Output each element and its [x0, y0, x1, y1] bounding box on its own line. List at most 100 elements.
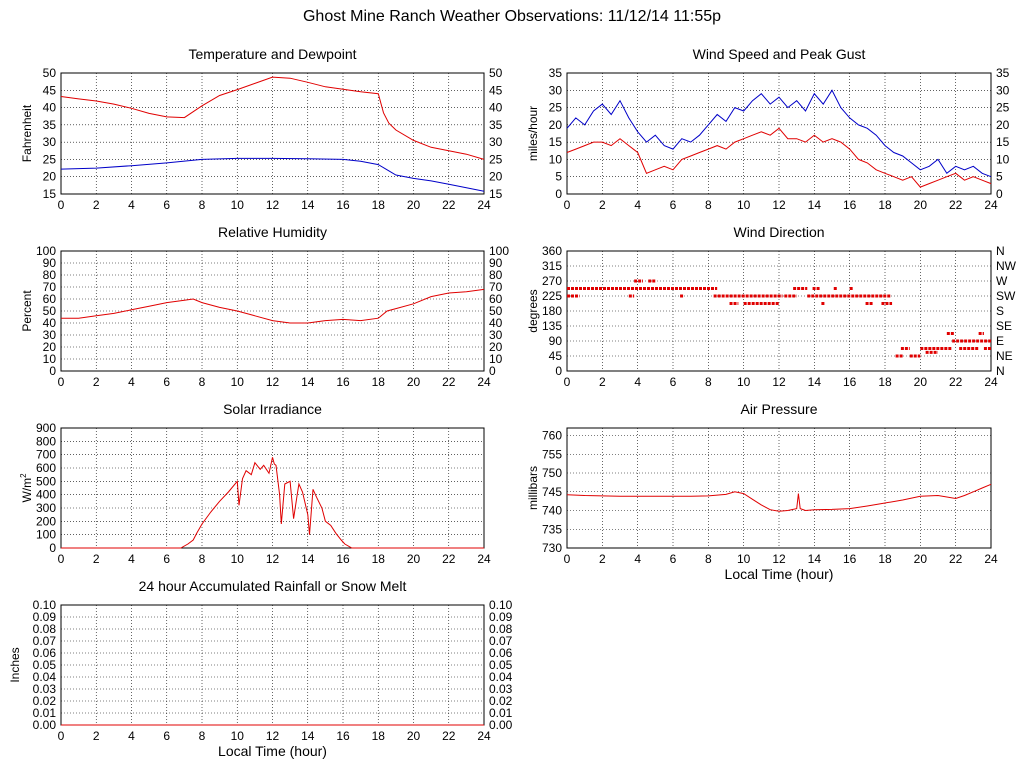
x-tick-label: 24	[984, 198, 998, 212]
y-tick-label: 750	[542, 466, 562, 480]
x-tick-label: 2	[599, 552, 606, 566]
page-title: Ghost Mine Ranch Weather Observations: 1…	[302, 8, 722, 25]
y-tick-label: 0.00	[33, 718, 57, 732]
x-tick-label: 2	[93, 198, 100, 212]
x-tick-label: 24	[477, 198, 491, 212]
right-tick-label: 0	[996, 187, 1003, 201]
x-tick-label: 14	[808, 552, 822, 566]
right-tick-label: 0.05	[489, 658, 513, 672]
x-tick-label: 10	[737, 375, 751, 389]
y-tick-label: 0	[49, 541, 56, 555]
x-tick-label: 8	[199, 198, 206, 212]
x-tick-label: 14	[808, 198, 822, 212]
x-tick-label: 6	[163, 729, 170, 743]
chart-title: 24 hour Accumulated Rainfall or Snow Mel…	[139, 578, 407, 594]
y-tick-label: 135	[542, 319, 562, 333]
y-tick-label: 10	[43, 352, 57, 366]
right-tick-label: NW	[996, 259, 1017, 273]
right-tick-label: SE	[996, 319, 1012, 333]
y-tick-label: 25	[549, 101, 563, 115]
x-tick-label: 0	[58, 198, 65, 212]
series-line-blue	[60, 157, 485, 192]
y-tick-label: 730	[542, 541, 562, 555]
right-tick-label: 70	[489, 280, 503, 294]
y-tick-label: 100	[36, 244, 56, 258]
y-tick-label: 0.01	[33, 706, 57, 720]
chart-title: Air Pressure	[740, 401, 817, 417]
y-tick-label: 600	[36, 461, 56, 475]
x-tick-label: 22	[442, 198, 456, 212]
y-tick-label: 90	[549, 334, 563, 348]
x-tick-label: 8	[705, 198, 712, 212]
y-tick-label: 500	[36, 474, 56, 488]
series-line-red	[60, 76, 485, 160]
x-tick-label: 10	[737, 198, 751, 212]
y-tick-label: 270	[542, 274, 562, 288]
y-axis-label: W/m2	[19, 473, 34, 503]
right-tick-label: 15	[996, 135, 1010, 149]
right-tick-label: 10	[996, 152, 1010, 166]
right-tick-label: 40	[489, 316, 503, 330]
y-tick-label: 30	[43, 328, 57, 342]
right-tick-label: 0.09	[489, 610, 513, 624]
x-tick-label: 18	[372, 198, 386, 212]
x-tick-label: 0	[564, 375, 571, 389]
y-axis-label: millibars	[526, 466, 540, 510]
y-tick-label: 20	[43, 170, 57, 184]
right-tick-label: 0.01	[489, 706, 513, 720]
x-tick-label: 16	[336, 552, 350, 566]
chart-rain: 24 hour Accumulated Rainfall or Snow Mel…	[8, 578, 513, 759]
right-tick-label: 100	[489, 244, 509, 258]
right-tick-label: 0.07	[489, 634, 513, 648]
y-tick-label: 740	[542, 504, 562, 518]
right-tick-label: 30	[489, 328, 503, 342]
x-tick-label: 4	[128, 552, 135, 566]
x-tick-label: 20	[407, 198, 421, 212]
y-tick-label: 30	[43, 135, 57, 149]
series-line-red	[61, 288, 485, 324]
y-tick-label: 100	[36, 528, 56, 542]
right-tick-label: 30	[996, 83, 1010, 97]
right-tick-label: 25	[996, 101, 1010, 115]
y-tick-label: 180	[542, 304, 562, 318]
x-tick-label: 18	[372, 729, 386, 743]
x-tick-label: 6	[163, 375, 170, 389]
y-tick-label: 745	[542, 485, 562, 499]
x-tick-label: 24	[984, 552, 998, 566]
y-tick-label: 0	[49, 364, 56, 378]
right-tick-label: 0.02	[489, 694, 513, 708]
y-tick-label: 50	[43, 66, 57, 80]
y-axis-label: miles/hour	[526, 106, 540, 161]
x-tick-label: 20	[914, 552, 928, 566]
x-tick-label: 10	[231, 198, 245, 212]
x-tick-label: 12	[266, 375, 280, 389]
x-tick-label: 16	[336, 375, 350, 389]
x-tick-label: 4	[634, 552, 641, 566]
y-tick-label: 80	[43, 268, 57, 282]
x-tick-label: 12	[772, 552, 786, 566]
right-tick-label: 0	[489, 364, 496, 378]
right-tick-label: 20	[489, 170, 503, 184]
y-tick-label: 90	[43, 256, 57, 270]
y-tick-label: 200	[36, 514, 56, 528]
y-tick-label: 400	[36, 488, 56, 502]
y-tick-label: 360	[542, 244, 562, 258]
right-tick-label: 60	[489, 292, 503, 306]
y-tick-label: 35	[549, 66, 563, 80]
y-tick-label: 15	[549, 135, 563, 149]
y-tick-label: 760	[542, 429, 562, 443]
x-tick-label: 22	[442, 375, 456, 389]
x-tick-label: 24	[477, 375, 491, 389]
x-tick-label: 20	[407, 729, 421, 743]
y-tick-label: 0	[555, 364, 562, 378]
right-tick-label: 40	[489, 101, 503, 115]
x-tick-label: 8	[199, 552, 206, 566]
x-tick-label: 10	[231, 729, 245, 743]
y-tick-label: 45	[549, 349, 563, 363]
y-tick-label: 0.10	[33, 598, 57, 612]
x-tick-label: 2	[599, 375, 606, 389]
